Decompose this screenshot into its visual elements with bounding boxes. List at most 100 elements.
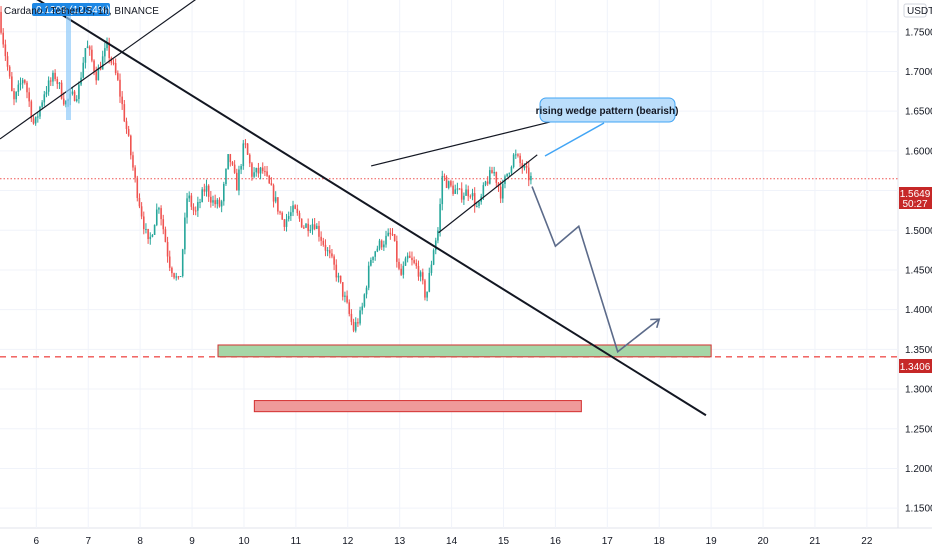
candle-body xyxy=(99,67,102,70)
candle-body xyxy=(188,195,191,199)
candle-body xyxy=(402,265,405,275)
candle-body xyxy=(214,200,216,205)
y-tick-label: 1.7000 xyxy=(905,67,932,78)
candle-body xyxy=(101,56,104,70)
current-price-badge xyxy=(899,187,932,209)
candle-body xyxy=(298,213,301,219)
candle-body xyxy=(495,172,498,183)
candle-body xyxy=(426,291,428,298)
candle-body xyxy=(192,206,195,211)
zone-support[interactable] xyxy=(217,344,712,358)
candle-body xyxy=(121,96,123,105)
trend-line-1[interactable] xyxy=(0,0,707,417)
candle-body xyxy=(168,256,171,268)
currency-label: USDT xyxy=(907,6,932,17)
candle-body xyxy=(434,240,437,251)
candle-body xyxy=(220,201,223,207)
candle-body xyxy=(339,275,342,283)
candle-body xyxy=(281,212,284,220)
candle-body xyxy=(93,60,95,72)
x-tick-label: 9 xyxy=(189,536,195,547)
header-badge-bg xyxy=(32,3,110,16)
candle-body xyxy=(132,155,134,168)
candle-body xyxy=(4,44,7,57)
projection-path[interactable] xyxy=(531,186,660,354)
candle-body xyxy=(238,169,240,191)
candle-body xyxy=(39,106,41,117)
candle-body xyxy=(424,280,426,298)
candle-body xyxy=(253,172,255,177)
candle-body xyxy=(21,80,24,84)
candle-body xyxy=(300,218,303,228)
candle-body xyxy=(357,322,359,324)
x-tick-label: 8 xyxy=(137,536,143,547)
candle-body xyxy=(467,189,470,197)
time-axis[interactable]: 6 7 8 9 10 11 12 13 14 15 16 17 18 19 20 21 22 xyxy=(34,536,873,547)
candle-body xyxy=(108,42,110,58)
candle-body xyxy=(266,171,268,176)
annotation-box[interactable] xyxy=(539,97,676,123)
candle-body xyxy=(530,175,532,181)
candle-body xyxy=(186,198,188,218)
candle-body xyxy=(316,225,318,229)
candle-body xyxy=(41,102,43,107)
zones xyxy=(217,344,712,413)
candle-body xyxy=(374,251,377,257)
y-tick-label: 1.6000 xyxy=(905,146,932,157)
candle-body xyxy=(47,80,50,92)
zone-target[interactable] xyxy=(253,400,582,413)
candle-body xyxy=(272,185,275,202)
candle-body xyxy=(471,193,474,197)
candle-body xyxy=(311,224,314,230)
candle-body xyxy=(326,250,329,252)
candle-body xyxy=(279,211,281,213)
x-tick-label: 16 xyxy=(550,536,562,547)
candle-body xyxy=(502,183,504,199)
candle-body xyxy=(52,72,54,82)
candle-body xyxy=(352,321,355,331)
candle-body xyxy=(160,208,162,220)
header-badge-stem xyxy=(66,16,71,120)
currency-label-box xyxy=(903,3,927,18)
price-axis[interactable]: 1.75001.70001.65001.60001.55001.50001.45… xyxy=(905,27,932,514)
candle-body xyxy=(26,82,28,93)
candle-body xyxy=(30,101,33,119)
candle-body xyxy=(91,49,93,61)
candle-body xyxy=(307,223,309,232)
candle-body xyxy=(506,173,508,177)
candle-body xyxy=(119,79,121,97)
candle-body xyxy=(123,104,126,122)
candle-body xyxy=(173,273,175,278)
candle-body xyxy=(130,135,132,156)
candle-body xyxy=(391,234,394,236)
candle-body xyxy=(6,56,9,67)
candle-body xyxy=(365,287,368,295)
candle-body xyxy=(274,197,277,202)
trend-line-3[interactable] xyxy=(370,120,556,167)
candle-body xyxy=(106,42,108,49)
candle-body xyxy=(458,188,461,190)
candle-body xyxy=(389,232,392,235)
candle-body xyxy=(43,94,46,103)
annotation-pointer xyxy=(544,122,605,157)
candle-body xyxy=(248,154,251,164)
y-tick-label: 1.4500 xyxy=(905,265,932,276)
candle-body xyxy=(285,219,288,227)
candle-body xyxy=(484,181,487,186)
candle-body xyxy=(142,216,145,230)
candle-body xyxy=(469,196,472,198)
trend-line-4[interactable] xyxy=(438,154,538,234)
candle-body xyxy=(205,185,208,192)
candle-body xyxy=(456,188,459,190)
horizontal-levels xyxy=(0,178,898,358)
candle-body xyxy=(383,244,385,248)
candle-body xyxy=(233,164,236,173)
candle-body xyxy=(385,235,387,245)
candle-body xyxy=(370,259,372,266)
candle-body xyxy=(499,186,502,199)
trend-line-2[interactable] xyxy=(0,0,228,140)
candle-body xyxy=(411,257,413,261)
candle-body xyxy=(257,167,260,174)
candle-body xyxy=(443,176,446,178)
